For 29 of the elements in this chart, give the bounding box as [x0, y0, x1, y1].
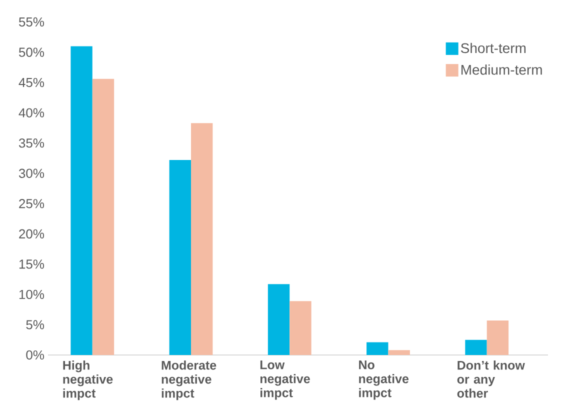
- bar: [366, 342, 388, 355]
- bar: [486, 320, 509, 355]
- bar: [169, 160, 191, 355]
- x-tick-label: High negative impct: [63, 360, 113, 400]
- x-tick-label: Moderate negative impct: [162, 360, 216, 400]
- y-tick-label: 10%: [19, 290, 44, 300]
- y-tick-label: 55%: [18, 17, 44, 27]
- bar: [92, 78, 114, 355]
- y-tick-label: 40%: [18, 108, 44, 118]
- y-tick-label: 50%: [18, 48, 44, 57]
- bar: [191, 123, 213, 355]
- bar: [70, 46, 92, 355]
- legend-label: Medium-term: [461, 64, 542, 75]
- x-tick-label: Low negative impct: [260, 360, 310, 400]
- x-tick-label: Don’t know or any other: [457, 360, 525, 398]
- y-tick-label: 45%: [18, 78, 44, 88]
- bar: [268, 284, 290, 355]
- y-tick-label: 20%: [19, 229, 44, 238]
- y-tick-label: 5%: [26, 320, 44, 330]
- y-tick-label: 30%: [18, 168, 44, 178]
- y-tick-label: 35%: [18, 138, 44, 148]
- x-tick-label: No negative impct: [359, 360, 409, 400]
- y-tick-label: 25%: [19, 199, 44, 208]
- bar: [388, 350, 410, 355]
- y-tick-label: 0%: [26, 350, 44, 360]
- bar: [290, 301, 312, 355]
- legend-label: Short-term: [460, 42, 526, 54]
- y-tick-label: 15%: [19, 260, 44, 269]
- bar: [465, 340, 487, 355]
